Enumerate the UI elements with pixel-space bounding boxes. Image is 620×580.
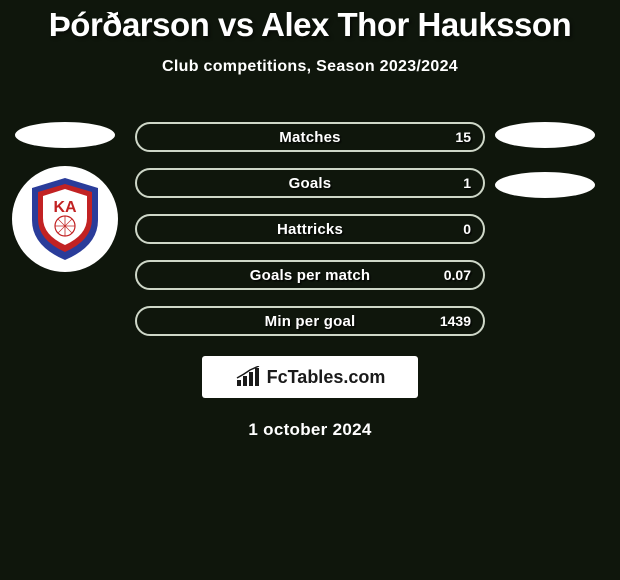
stat-row-goals: Goals 1 — [135, 168, 485, 198]
date-label: 1 october 2024 — [0, 420, 620, 440]
stat-row-goals-per-match: Goals per match 0.07 — [135, 260, 485, 290]
left-player-photo-placeholder — [15, 122, 115, 148]
stat-value-right: 1 — [463, 175, 471, 191]
stat-label: Hattricks — [277, 221, 343, 238]
stat-row-hattricks: Hattricks 0 — [135, 214, 485, 244]
stat-label: Matches — [279, 129, 340, 146]
stat-row-min-per-goal: Min per goal 1439 — [135, 306, 485, 336]
stats-list: Matches 15 Goals 1 Hattricks 0 Goals per… — [135, 122, 485, 352]
branding-badge: FcTables.com — [202, 356, 418, 398]
stat-label: Goals per match — [250, 267, 371, 284]
comparison-block: KA Matches 15 Goals 1 Hattricks 0 — [0, 122, 620, 342]
stat-value-right: 1439 — [440, 313, 471, 329]
club-badge-shield: KA — [26, 176, 104, 262]
right-player-column — [490, 122, 600, 222]
stat-row-matches: Matches 15 — [135, 122, 485, 152]
left-club-badge: KA — [12, 166, 118, 272]
branding-text: FcTables.com — [267, 367, 386, 388]
left-player-column: KA — [10, 122, 120, 272]
stat-label: Goals — [289, 175, 332, 192]
stat-value-right: 0 — [463, 221, 471, 237]
right-club-badge-placeholder — [495, 172, 595, 198]
stat-value-right: 15 — [455, 129, 471, 145]
badge-initials: KA — [53, 199, 77, 216]
right-player-photo-placeholder — [495, 122, 595, 148]
bar-chart-icon — [235, 366, 263, 388]
page-title: Þórðarson vs Alex Thor Hauksson — [0, 0, 620, 44]
stat-label: Min per goal — [265, 313, 356, 330]
stat-value-right: 0.07 — [444, 267, 471, 283]
subtitle: Club competitions, Season 2023/2024 — [0, 58, 620, 76]
